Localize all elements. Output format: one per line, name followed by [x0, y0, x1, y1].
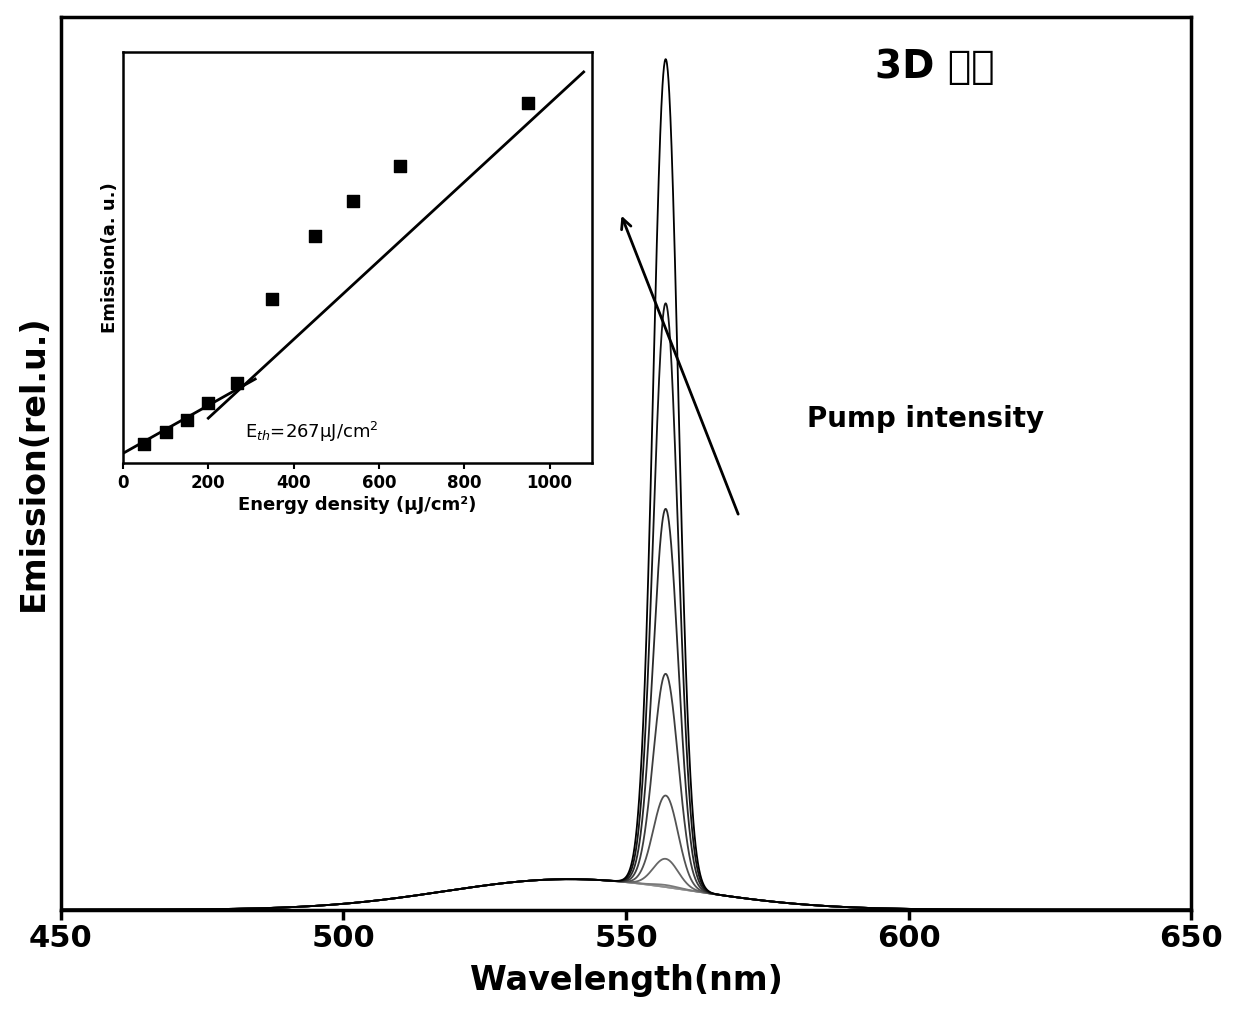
X-axis label: Wavelength(nm): Wavelength(nm) [470, 964, 782, 998]
Y-axis label: Emission(rel.u.): Emission(rel.u.) [16, 314, 50, 611]
Text: Pump intensity: Pump intensity [807, 405, 1044, 433]
Text: 3D 薄膜: 3D 薄膜 [875, 48, 994, 86]
